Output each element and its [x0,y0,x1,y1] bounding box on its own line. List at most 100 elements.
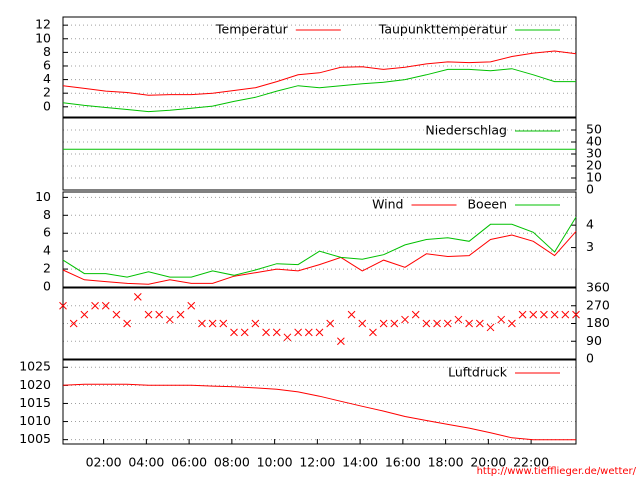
y-tick-label: 1025 [19,359,51,374]
panel-frame [62,16,577,118]
marker [465,319,473,328]
marker [443,319,452,328]
series-line [62,383,576,441]
marker [315,328,324,337]
marker [369,328,377,337]
x-tick-label: 20:00 [470,455,506,470]
marker [358,319,367,328]
x-tick-label: 14:00 [342,455,378,470]
marker [540,310,548,319]
y-tick-label: 10 [35,189,51,204]
y-tick-label: 0 [586,351,594,366]
marker [497,315,506,324]
y-tick-label: 4 [43,243,51,258]
y-tick-label: 0 [43,98,51,113]
y-tick-label: 0 [586,182,594,197]
x-tick-label: 06:00 [171,455,207,470]
marker [101,301,110,310]
y-tick-label: 270 [586,297,610,312]
y-tick-label: 180 [586,315,610,330]
y-tick-label: 360 [586,280,610,295]
marker [69,319,78,328]
marker [198,319,206,328]
y-tick-label: 4 [586,217,594,232]
marker [475,319,484,328]
marker [59,301,67,310]
x-tick-label: 08:00 [214,455,250,470]
marker [208,319,217,328]
marker [112,310,121,319]
x-tick-label: 18:00 [428,455,464,470]
marker [133,293,142,301]
y-tick-label: 6 [43,225,51,240]
marker [572,310,580,319]
panel-frame [62,191,577,288]
y-tick-label: 3 [586,239,594,254]
marker [123,319,131,328]
y-tick-label: 2 [43,85,51,100]
legend-label: Taupunkttemperatur [378,22,508,37]
marker [219,319,228,328]
marker [155,310,164,319]
marker [326,319,335,328]
panel-frame [62,359,577,445]
marker [187,301,196,310]
legend-label: Luftdruck [448,365,508,380]
marker [411,310,420,319]
legend-label: Boeen [467,197,507,212]
series-line [62,50,577,96]
y-tick-label: 30 [586,146,602,161]
marker [433,319,441,328]
y-tick-label: 12 [35,17,51,32]
x-tick-label: 02:00 [86,455,122,470]
marker [144,310,153,319]
y-tick-label: 8 [43,44,51,59]
y-tick-label: 8 [43,207,51,222]
marker [294,328,302,337]
y-tick-label: 2 [43,261,51,276]
marker [390,319,399,328]
marker [230,328,238,337]
panel-frame [62,117,577,191]
marker [422,319,431,328]
y-tick-label: 1005 [19,431,51,446]
series-line [62,68,576,113]
y-tick-label: 1015 [19,395,51,410]
marker [272,328,281,337]
series-line [62,216,577,278]
marker [166,315,174,324]
marker [251,319,260,328]
marker [529,310,538,319]
y-tick-label: 40 [586,134,602,149]
marker [347,310,356,319]
marker [80,310,89,319]
credit: http://www.tiefflieger.de/wetter/ [477,466,637,477]
x-tick-label: 16:00 [385,455,421,470]
marker [550,310,559,319]
y-tick-label: 20 [586,158,602,173]
marker [176,310,185,319]
y-tick-label: 4 [43,71,51,86]
series-line [62,231,577,285]
y-tick-label: 6 [43,57,51,72]
marker [91,301,99,310]
legend-label: Wind [372,197,403,212]
y-tick-label: 1010 [19,413,51,428]
y-tick-label: 0 [43,279,51,294]
marker [379,319,388,328]
panel-frame [62,287,577,360]
x-tick-label: 22:00 [513,455,549,470]
y-tick-label: 10 [586,170,602,185]
y-tick-label: 10 [35,30,51,45]
marker [508,319,516,328]
x-tick-label: 04:00 [128,455,164,470]
legend-label: Niederschlag [425,123,507,138]
marker [486,323,495,332]
y-tick-label: 50 [586,122,602,137]
x-tick-label: 12:00 [299,455,335,470]
marker [518,310,527,319]
marker [304,328,313,337]
marker [262,328,270,337]
marker [454,315,463,324]
